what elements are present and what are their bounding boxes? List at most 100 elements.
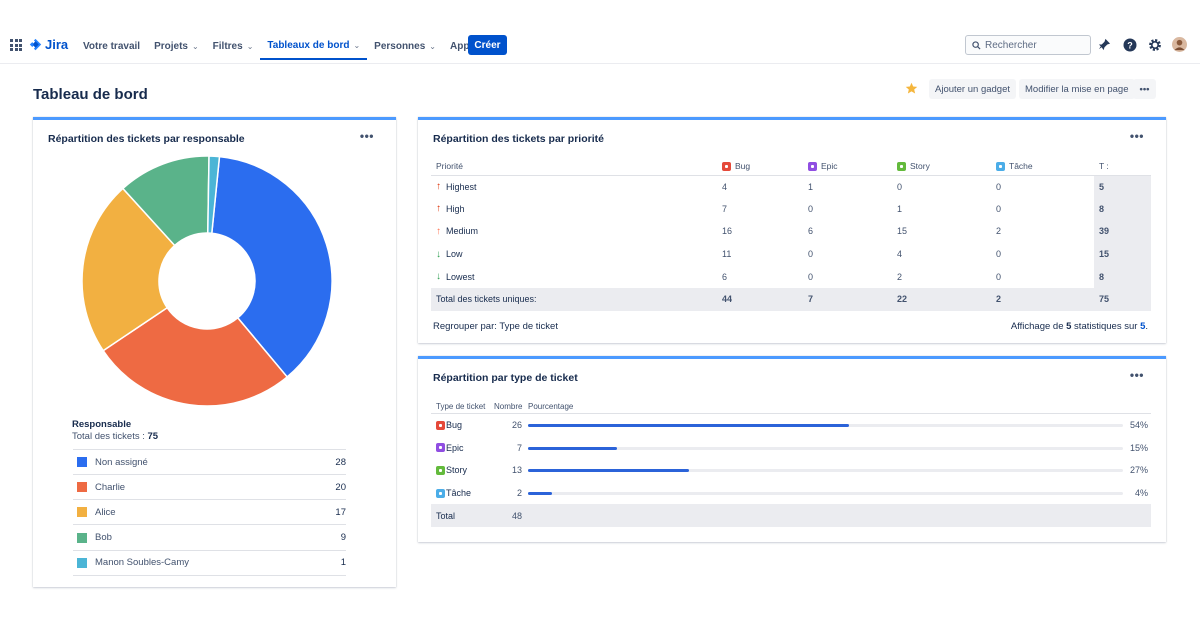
- bug-count[interactable]: 4: [722, 181, 728, 192]
- table-row: Story 13 27%: [431, 459, 1151, 482]
- task-count[interactable]: 0: [996, 249, 1002, 260]
- epic-count[interactable]: 1: [808, 181, 814, 192]
- story-count[interactable]: 2: [897, 271, 903, 282]
- nav-item-label: Filtres: [212, 40, 243, 52]
- favorite-star-icon[interactable]: [905, 82, 918, 98]
- settings-gear-icon[interactable]: [1147, 37, 1162, 52]
- epic-count[interactable]: 6: [808, 226, 814, 237]
- priority-cell[interactable]: ↓ Lowest: [436, 271, 475, 283]
- grand-total[interactable]: 75: [1094, 287, 1151, 311]
- gadget-more-icon[interactable]: •••: [1129, 129, 1144, 143]
- priority-gadget: Répartition des tickets par priorité •••…: [418, 117, 1166, 343]
- story-count[interactable]: 1: [897, 203, 903, 214]
- jira-logo-icon: [29, 38, 42, 51]
- priority-up-arrow-icon: ↑: [436, 181, 441, 193]
- priority-cell[interactable]: ↓ Low: [436, 248, 463, 260]
- table-row: ↑ Medium 16 6 15 2 39: [431, 220, 1151, 243]
- total-row: Total 48: [431, 504, 1151, 528]
- add-gadget-button[interactable]: Ajouter un gadget: [929, 79, 1017, 99]
- task-count[interactable]: 0: [996, 203, 1002, 214]
- gadget-more-icon[interactable]: •••: [359, 129, 374, 143]
- percent-bar-fill: [528, 446, 618, 450]
- task-count[interactable]: 0: [996, 271, 1002, 282]
- bug-count[interactable]: 7: [722, 203, 728, 214]
- pie-slice-2[interactable]: [81, 187, 176, 352]
- type-count[interactable]: 2: [516, 488, 522, 499]
- priority-table: Priorité Bug Epic Story Tâche T : ↑ Highe…: [431, 158, 1151, 311]
- app-switcher-icon[interactable]: [10, 39, 22, 51]
- priority-cell[interactable]: ↑ Medium: [436, 225, 479, 237]
- type-count[interactable]: 26: [511, 420, 522, 431]
- task-count[interactable]: 2: [996, 226, 1002, 237]
- story-count[interactable]: 0: [897, 181, 903, 192]
- pie-slice-4[interactable]: [207, 155, 221, 235]
- col-header-bug[interactable]: Bug: [717, 158, 803, 176]
- help-icon[interactable]: ?: [1122, 37, 1137, 52]
- legend-row[interactable]: Bob 9: [73, 526, 346, 551]
- epic-count[interactable]: 0: [808, 203, 814, 214]
- type-cell[interactable]: Bug: [436, 420, 462, 430]
- nav-item-2[interactable]: Filtres ⌄: [206, 32, 261, 60]
- bug-count[interactable]: 6: [722, 271, 728, 282]
- nav-item-3[interactable]: Tableaux de bord ⌄: [260, 32, 368, 60]
- bug-count[interactable]: 11: [722, 249, 732, 260]
- row-total[interactable]: 5: [1094, 175, 1151, 198]
- task-total[interactable]: 2: [991, 287, 1094, 311]
- chevron-down-icon: ⌄: [353, 40, 361, 50]
- story-count[interactable]: 4: [897, 249, 903, 260]
- type-count[interactable]: 7: [516, 442, 522, 453]
- notifications-icon[interactable]: [1097, 37, 1112, 52]
- nav-item-4[interactable]: Personnes ⌄: [367, 32, 443, 60]
- user-avatar[interactable]: [1172, 37, 1187, 52]
- row-total[interactable]: 8: [1094, 197, 1151, 221]
- epic-count[interactable]: 0: [808, 249, 814, 260]
- legend-name: Charlie: [95, 481, 126, 493]
- gadget-more-icon[interactable]: •••: [1129, 368, 1144, 382]
- row-total[interactable]: 15: [1094, 242, 1151, 266]
- search-box[interactable]: [965, 35, 1091, 55]
- priority-cell[interactable]: ↑ Highest: [436, 181, 477, 193]
- bug-count[interactable]: 16: [722, 226, 733, 237]
- legend-row[interactable]: Alice 17: [73, 500, 346, 526]
- story-total[interactable]: 22: [892, 287, 991, 311]
- epic-total[interactable]: 7: [803, 287, 892, 311]
- pie-slice-1[interactable]: [102, 306, 289, 407]
- jira-logo[interactable]: Jira: [29, 37, 68, 52]
- legend-swatch: [77, 482, 87, 493]
- nav-menu: Votre travail Projets ⌄ Filtres ⌄ Tableaux de…: [76, 32, 493, 62]
- type-cell[interactable]: Story: [436, 465, 467, 475]
- jira-logo-text: Jira: [45, 37, 69, 52]
- type-cell[interactable]: Tâche: [436, 488, 471, 498]
- row-total[interactable]: 8: [1094, 265, 1151, 288]
- nav-item-0[interactable]: Votre travail: [76, 32, 147, 60]
- epic-count[interactable]: 0: [808, 271, 814, 282]
- percent-bar-fill: [528, 424, 850, 427]
- col-header-epic[interactable]: Epic: [803, 158, 892, 176]
- nav-item-1[interactable]: Projets ⌄: [147, 32, 206, 60]
- more-actions-button[interactable]: •••: [1133, 79, 1156, 99]
- legend-row[interactable]: Charlie 20: [73, 475, 346, 501]
- bug-total[interactable]: 44: [717, 287, 803, 311]
- chevron-down-icon: ⌄: [191, 41, 199, 51]
- story-count[interactable]: 15: [897, 226, 908, 237]
- type-count[interactable]: 13: [511, 465, 522, 476]
- legend-row[interactable]: Manon Soubles-Camy 1: [73, 551, 346, 576]
- legend-row[interactable]: Non assigné 28: [73, 450, 346, 475]
- col-header-task[interactable]: Tâche: [991, 158, 1094, 176]
- type-cell[interactable]: Epic: [436, 443, 464, 453]
- col-header-story[interactable]: Story: [892, 158, 991, 176]
- priority-cell[interactable]: ↑ High: [436, 203, 465, 215]
- type-percent: 15%: [1129, 442, 1148, 453]
- search-input[interactable]: [985, 39, 1085, 51]
- legend-swatch: [77, 507, 87, 518]
- table-row: ↑ Highest 4 1 0 0 5: [431, 175, 1151, 198]
- story-type-icon: [897, 162, 906, 172]
- priority-medium-arrow-icon: ↑: [436, 225, 441, 237]
- create-button[interactable]: Créer: [468, 35, 507, 55]
- chevron-down-icon: ⌄: [429, 41, 436, 51]
- edit-layout-button[interactable]: Modifier la mise en page: [1019, 79, 1135, 99]
- task-count[interactable]: 0: [996, 181, 1002, 192]
- percent-bar-fill: [528, 469, 689, 473]
- row-total[interactable]: 39: [1094, 220, 1151, 243]
- total-value: 48: [511, 510, 522, 521]
